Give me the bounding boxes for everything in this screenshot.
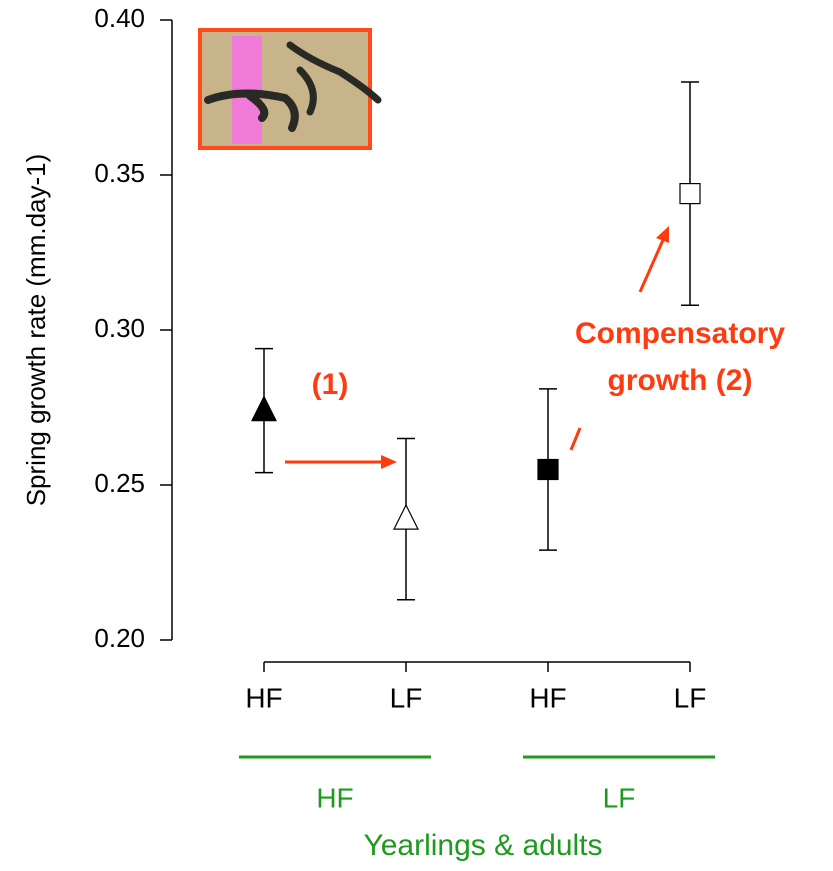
group-title: Yearlings & adults — [363, 829, 602, 862]
x-tick-label: LF — [390, 682, 423, 713]
annotation: (1) — [312, 368, 349, 401]
marker — [393, 503, 419, 530]
x-tick-label: HF — [245, 682, 282, 713]
y-tick-label: 0.40 — [94, 3, 145, 33]
annotation: Compensatory — [575, 317, 785, 350]
y-tick-label: 0.35 — [94, 158, 145, 188]
group-label: LF — [603, 782, 636, 813]
marker — [537, 458, 559, 481]
y-tick-label: 0.30 — [94, 313, 145, 343]
annotation-arrows — [285, 226, 669, 469]
y-tick-label: 0.20 — [94, 623, 145, 653]
photo — [198, 28, 382, 150]
y-tick-label: 0.25 — [94, 468, 145, 498]
x-tick-label: HF — [529, 682, 566, 713]
y-axis-label: Spring growth rate (mm.day-1) — [21, 154, 51, 507]
marker — [679, 183, 701, 205]
annotation: growth (2) — [608, 364, 753, 397]
x-tick-label: LF — [674, 682, 707, 713]
group-label: HF — [316, 782, 353, 813]
marker — [251, 395, 277, 422]
